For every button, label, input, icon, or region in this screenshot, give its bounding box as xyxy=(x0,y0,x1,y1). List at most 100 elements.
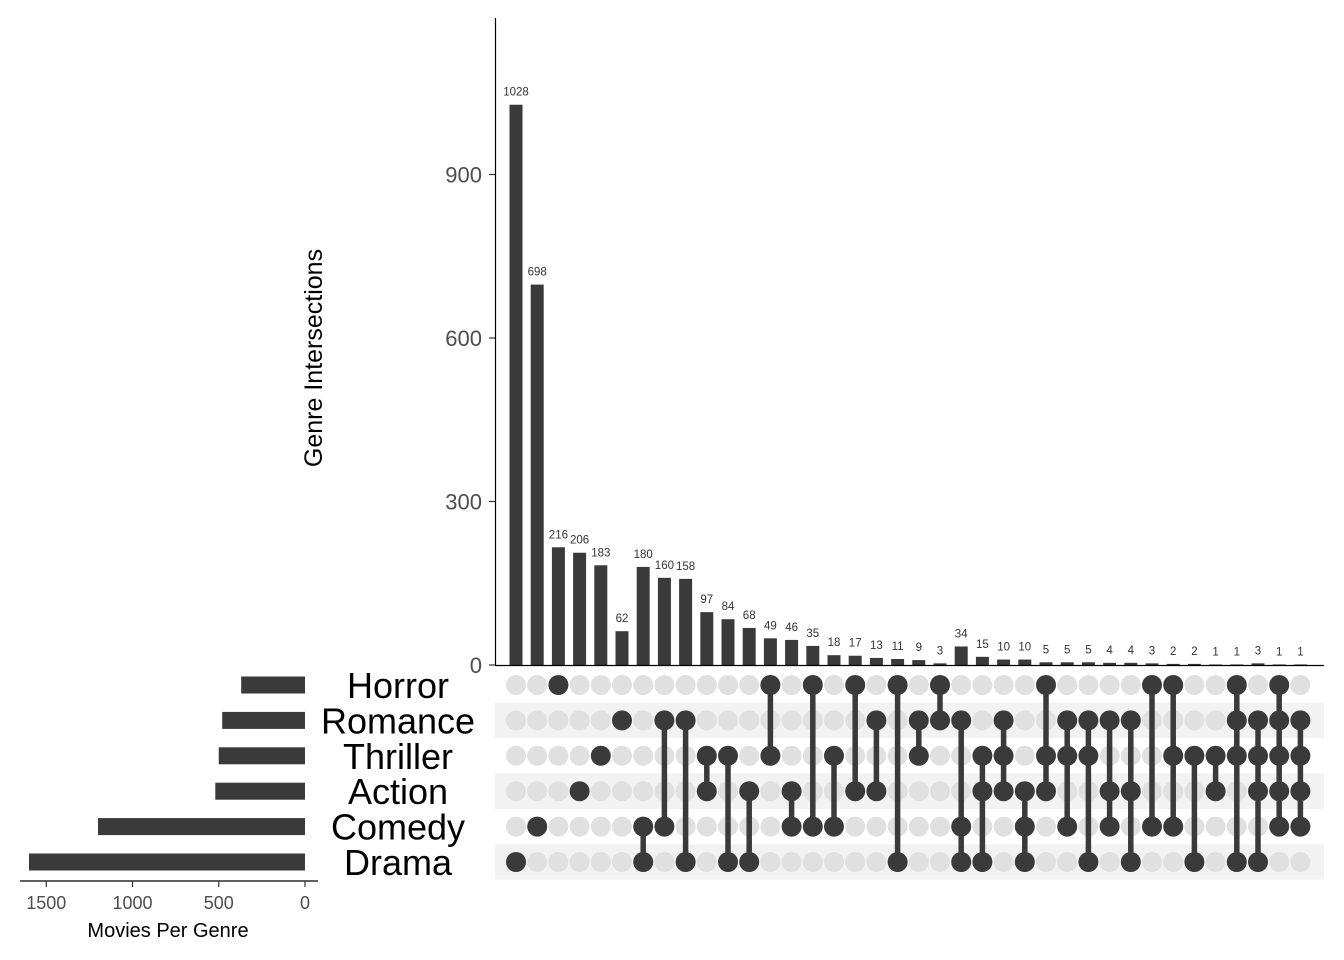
matrix-dot-inactive xyxy=(908,781,929,802)
intersection-value-label: 5 xyxy=(1043,644,1049,656)
matrix-dot-inactive xyxy=(930,852,950,872)
intersection-bar xyxy=(679,578,693,665)
matrix-dot-active xyxy=(1099,710,1120,731)
matrix-dot-active xyxy=(908,710,929,731)
matrix-dot-inactive xyxy=(908,852,929,872)
matrix-dot-inactive xyxy=(1120,675,1141,695)
intersection-value-label: 1 xyxy=(1234,646,1240,658)
intersection-value-label: 34 xyxy=(955,628,968,640)
matrix-dot-active xyxy=(1184,745,1205,766)
matrix-dot-active xyxy=(1269,816,1290,837)
intersection-value-label: 13 xyxy=(870,640,883,652)
intersection-value-label: 2 xyxy=(1191,646,1197,658)
matrix-dot-active xyxy=(1036,781,1056,802)
matrix-dot-inactive xyxy=(866,852,887,872)
matrix-dot-inactive xyxy=(824,710,844,731)
matrix-dot-active xyxy=(1248,745,1268,766)
set-size-axis-title: Movies Per Genre xyxy=(87,920,248,942)
matrix-dot-inactive xyxy=(1057,852,1078,872)
matrix-dot-active xyxy=(1226,710,1247,731)
matrix-dot-active xyxy=(718,852,738,872)
matrix-dot-inactive xyxy=(760,852,781,872)
matrix-dot-inactive xyxy=(930,781,950,802)
intersection-value-label: 3 xyxy=(1149,645,1155,657)
intersection-bar xyxy=(551,547,565,665)
intersection-bar xyxy=(1103,662,1117,665)
intersection-bar xyxy=(848,655,862,665)
intersection-value-label: 9 xyxy=(916,642,922,654)
intersection-value-label: 49 xyxy=(764,620,777,632)
matrix-dot-active xyxy=(845,675,866,695)
matrix-dot-active xyxy=(951,852,972,872)
y-tick-label: 300 xyxy=(445,490,482,515)
intersection-bar xyxy=(1272,664,1286,665)
matrix-dot-inactive xyxy=(1057,675,1078,695)
set-size-bar xyxy=(98,818,305,836)
matrix-dot-active xyxy=(654,710,675,731)
matrix-dot-inactive xyxy=(1014,675,1035,695)
matrix-dot-inactive xyxy=(590,816,611,837)
matrix-dot-inactive xyxy=(1205,710,1226,731)
matrix-dot-inactive xyxy=(993,852,1014,872)
matrix-dot-inactive xyxy=(590,675,611,695)
matrix-dot-inactive xyxy=(824,675,844,695)
set-size-bar xyxy=(222,711,305,729)
matrix-dot-active xyxy=(845,781,866,802)
matrix-dot-inactive xyxy=(739,675,760,695)
intersection-value-label: 158 xyxy=(676,561,695,573)
matrix-dot-inactive xyxy=(548,710,569,731)
matrix-dot-inactive xyxy=(590,781,611,802)
matrix-dot-active xyxy=(1226,745,1247,766)
intersection-bar xyxy=(912,660,926,665)
intersection-bar xyxy=(1060,662,1074,665)
matrix-dot-inactive xyxy=(930,816,950,837)
intersection-bar xyxy=(742,627,756,665)
intersection-bar xyxy=(1124,662,1138,665)
intersection-bar xyxy=(573,552,587,665)
matrix-dot-inactive xyxy=(1205,852,1226,872)
matrix-dot-inactive xyxy=(1014,710,1035,731)
matrix-dot-active xyxy=(781,816,802,837)
intersection-value-label: 62 xyxy=(616,613,629,625)
matrix-dot-active xyxy=(1290,781,1311,802)
matrix-dot-active xyxy=(972,745,993,766)
intersection-value-label: 18 xyxy=(828,637,841,649)
intersection-value-label: 46 xyxy=(785,622,798,634)
matrix-dot-inactive xyxy=(1205,675,1226,695)
intersection-bar xyxy=(785,639,799,665)
matrix-dot-inactive xyxy=(696,852,717,872)
matrix-dot-active xyxy=(696,745,717,766)
matrix-dot-inactive xyxy=(654,852,675,872)
intersection-value-label: 2 xyxy=(1170,646,1176,658)
matrix-dot-inactive xyxy=(1290,852,1311,872)
set-size-tick-label: 1000 xyxy=(112,893,152,913)
matrix-dot-inactive xyxy=(527,781,548,802)
matrix-dot-inactive xyxy=(548,816,569,837)
intersection-bar xyxy=(615,631,629,665)
matrix-dot-inactive xyxy=(760,781,781,802)
y-tick-label: 600 xyxy=(445,326,482,351)
matrix-dot-active xyxy=(1226,852,1247,872)
matrix-dot-inactive xyxy=(612,745,632,766)
matrix-dot-inactive xyxy=(802,852,823,872)
set-size-tick-label: 0 xyxy=(300,893,310,913)
set-size-bar xyxy=(29,853,305,871)
matrix-dot-active xyxy=(908,745,929,766)
set-name-label: Thriller xyxy=(343,736,453,777)
set-size-tick-label: 1500 xyxy=(26,893,66,913)
intersection-bar xyxy=(700,612,714,665)
matrix-dot-inactive xyxy=(866,675,887,695)
matrix-dot-active xyxy=(506,852,526,872)
matrix-dot-inactive xyxy=(527,745,548,766)
matrix-dot-inactive xyxy=(1036,816,1056,837)
intersection-bars xyxy=(509,104,1307,666)
matrix-dot-inactive xyxy=(845,816,866,837)
set-size-bar xyxy=(218,747,305,765)
matrix-dot-inactive xyxy=(506,675,526,695)
matrix-dot-active xyxy=(866,781,887,802)
matrix-dot-inactive xyxy=(951,675,972,695)
matrix-dot-inactive xyxy=(718,675,738,695)
intersection-value-label: 183 xyxy=(591,547,610,559)
matrix-dot-active xyxy=(930,710,950,731)
